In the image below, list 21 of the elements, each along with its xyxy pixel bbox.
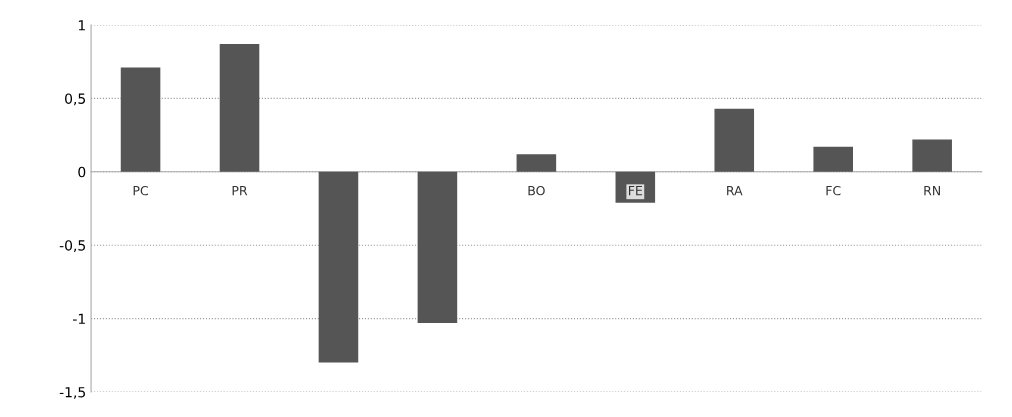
- bar: [318, 171, 359, 363]
- y-tick-label: 1: [78, 20, 85, 31]
- y-tick-label: 0,5: [65, 93, 86, 106]
- y-tick-label: -1: [73, 313, 85, 324]
- x-tick-label: FC: [826, 185, 841, 196]
- bar: [417, 171, 458, 323]
- bar: [714, 108, 755, 172]
- bar: [912, 139, 952, 172]
- y-tick-label: 0: [78, 166, 86, 178]
- x-tick-label: RN: [924, 186, 940, 196]
- bar: [219, 44, 260, 172]
- x-tick-label: PR: [232, 186, 248, 196]
- x-tick-label: FE: [628, 186, 643, 196]
- x-tick-label: RA: [727, 186, 743, 196]
- bar: [516, 154, 557, 172]
- x-tick-label: BO: [528, 185, 545, 196]
- x-tick-label: PC: [133, 185, 149, 196]
- bar: [813, 146, 853, 172]
- bar: [120, 67, 161, 172]
- y-tick-label: -0,5: [59, 240, 86, 253]
- y-tick-label: -1,5: [59, 387, 86, 399]
